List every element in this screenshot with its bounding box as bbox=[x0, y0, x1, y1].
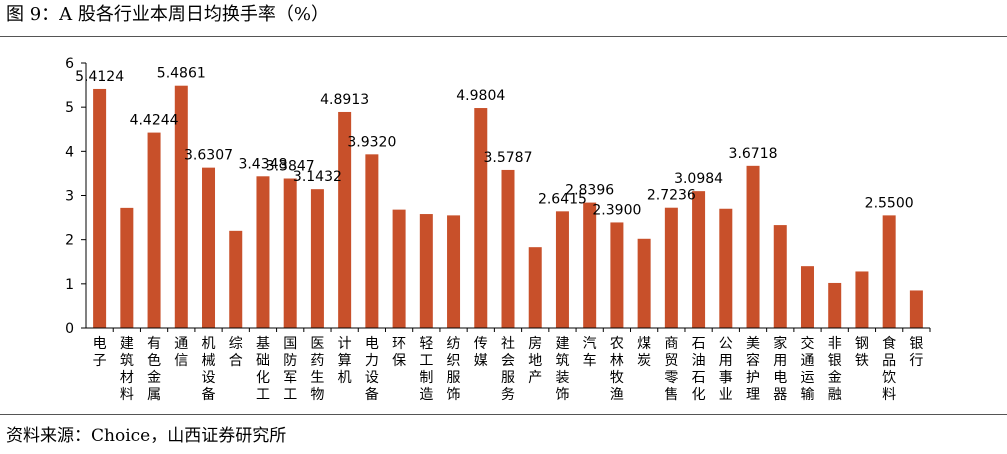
data-label: 3.4348 bbox=[238, 156, 287, 172]
bar bbox=[637, 238, 651, 328]
y-tick-label: 3 bbox=[65, 189, 74, 205]
x-tick-label: 银行 bbox=[909, 336, 923, 369]
x-tick-label: 农林牧渔 bbox=[610, 336, 624, 403]
bar bbox=[909, 290, 923, 328]
x-tick-label: 电力设备 bbox=[365, 336, 379, 403]
data-label: 2.7236 bbox=[647, 188, 696, 204]
x-tick-label: 基础化工 bbox=[256, 335, 270, 403]
data-label: 3.6718 bbox=[729, 146, 778, 162]
bar bbox=[202, 167, 216, 328]
bar bbox=[882, 215, 896, 328]
figure-source: 资料来源：Choice，山西证券研究所 bbox=[6, 426, 287, 446]
x-tick-label: 环保 bbox=[392, 336, 406, 369]
data-label: 3.3847 bbox=[266, 159, 315, 175]
y-tick-label: 6 bbox=[65, 56, 74, 72]
bars bbox=[93, 85, 923, 328]
x-tick-label: 建筑装饰 bbox=[555, 336, 569, 403]
bar bbox=[855, 271, 869, 328]
bar bbox=[229, 230, 243, 328]
x-tick-label: 汽车 bbox=[583, 336, 597, 369]
bar bbox=[692, 191, 706, 328]
bar bbox=[93, 88, 107, 328]
data-label: 3.9320 bbox=[347, 134, 396, 150]
data-label: 4.8913 bbox=[320, 92, 369, 108]
data-label: 4.4244 bbox=[130, 113, 179, 129]
x-tick-label: 医药生物 bbox=[310, 336, 324, 403]
x-tick-label: 家用电器 bbox=[773, 335, 787, 403]
x-tick-label: 纺织服饰 bbox=[447, 336, 461, 403]
data-label: 2.6415 bbox=[538, 191, 587, 207]
x-tick-label: 建筑材料 bbox=[120, 336, 134, 403]
y-tick-label: 1 bbox=[65, 277, 74, 293]
bar bbox=[174, 85, 188, 328]
data-labels: 5.4124 4.4244 5.4861 3.6307 3.43483.38473.14… bbox=[75, 66, 914, 219]
x-tick-label: 综合 bbox=[229, 336, 243, 369]
bar bbox=[447, 215, 461, 328]
x-tick-label: 机械设备 bbox=[202, 336, 216, 403]
x-tick-label: 传媒 bbox=[474, 336, 488, 369]
x-tick-label: 通信 bbox=[174, 336, 188, 369]
x-tick-label: 电子 bbox=[93, 336, 107, 369]
data-label: 2.8396 bbox=[565, 183, 614, 199]
data-label: 3.0984 bbox=[674, 171, 723, 187]
x-tick-label: 煤炭 bbox=[637, 336, 651, 369]
y-tick-label: 2 bbox=[65, 233, 74, 249]
data-label: 3.5787 bbox=[484, 150, 533, 166]
data-label: 5.4124 bbox=[75, 69, 124, 85]
bar bbox=[147, 132, 161, 328]
bar bbox=[555, 211, 569, 328]
top-rule bbox=[0, 36, 1007, 37]
bar bbox=[474, 108, 488, 328]
bar bbox=[338, 111, 352, 328]
bar bbox=[664, 207, 678, 328]
y-tick-label: 4 bbox=[65, 144, 74, 160]
bar bbox=[310, 189, 324, 328]
data-label: 3.1432 bbox=[293, 169, 342, 185]
x-tick-label: 公用事业 bbox=[719, 336, 733, 403]
x-tick-label: 有色金属 bbox=[147, 336, 161, 403]
bar bbox=[583, 202, 597, 328]
x-tick-label: 商贸零售 bbox=[664, 336, 678, 403]
x-tick-label: 计算机 bbox=[338, 336, 352, 386]
figure-title: 图 9：A 股各行业本周日均换手率（%） bbox=[6, 4, 329, 25]
x-tick-label: 轻工制造 bbox=[419, 336, 433, 403]
x-tick-label: 交通运输 bbox=[800, 335, 814, 403]
data-label: 4.9804 bbox=[456, 88, 505, 104]
x-tick-label: 钢铁 bbox=[855, 336, 869, 369]
x-tick-label: 美容护理 bbox=[746, 336, 760, 403]
y-tick-label: 5 bbox=[65, 100, 74, 116]
bar bbox=[501, 169, 515, 328]
y-tick-label: 0 bbox=[65, 321, 74, 337]
bar bbox=[392, 209, 406, 328]
bar bbox=[419, 214, 433, 328]
x-tick-label: 国防军工 bbox=[283, 336, 297, 403]
bar bbox=[610, 222, 624, 328]
bottom-rule bbox=[0, 414, 1007, 415]
x-tick-label: 食品饮料 bbox=[882, 335, 896, 403]
x-tick-label: 非银金融 bbox=[828, 336, 842, 403]
bar bbox=[283, 178, 297, 328]
y-axis: 0 1 2 3 4 5 6 bbox=[65, 56, 87, 337]
x-axis: 电子建筑材料有色金属通信机械设备综合基础化工国防军工医药生物计算机电力设备环保轻… bbox=[86, 327, 931, 403]
x-tick-label: 石油石化 bbox=[692, 336, 706, 403]
data-label: 2.5500 bbox=[865, 195, 914, 211]
bar bbox=[528, 247, 542, 328]
bar bbox=[256, 176, 270, 328]
bar bbox=[365, 154, 379, 328]
data-label: 3.6307 bbox=[184, 148, 233, 164]
data-label: 2.3900 bbox=[592, 202, 641, 218]
bar bbox=[120, 207, 134, 328]
bar bbox=[773, 225, 787, 328]
data-label: 5.4861 bbox=[157, 66, 206, 82]
x-tick-label: 房地产 bbox=[528, 336, 542, 386]
x-tick-label: 社会服务 bbox=[501, 336, 515, 403]
bar bbox=[800, 266, 814, 328]
bar bbox=[746, 165, 760, 328]
bar bbox=[828, 282, 842, 328]
bar bbox=[719, 208, 733, 328]
